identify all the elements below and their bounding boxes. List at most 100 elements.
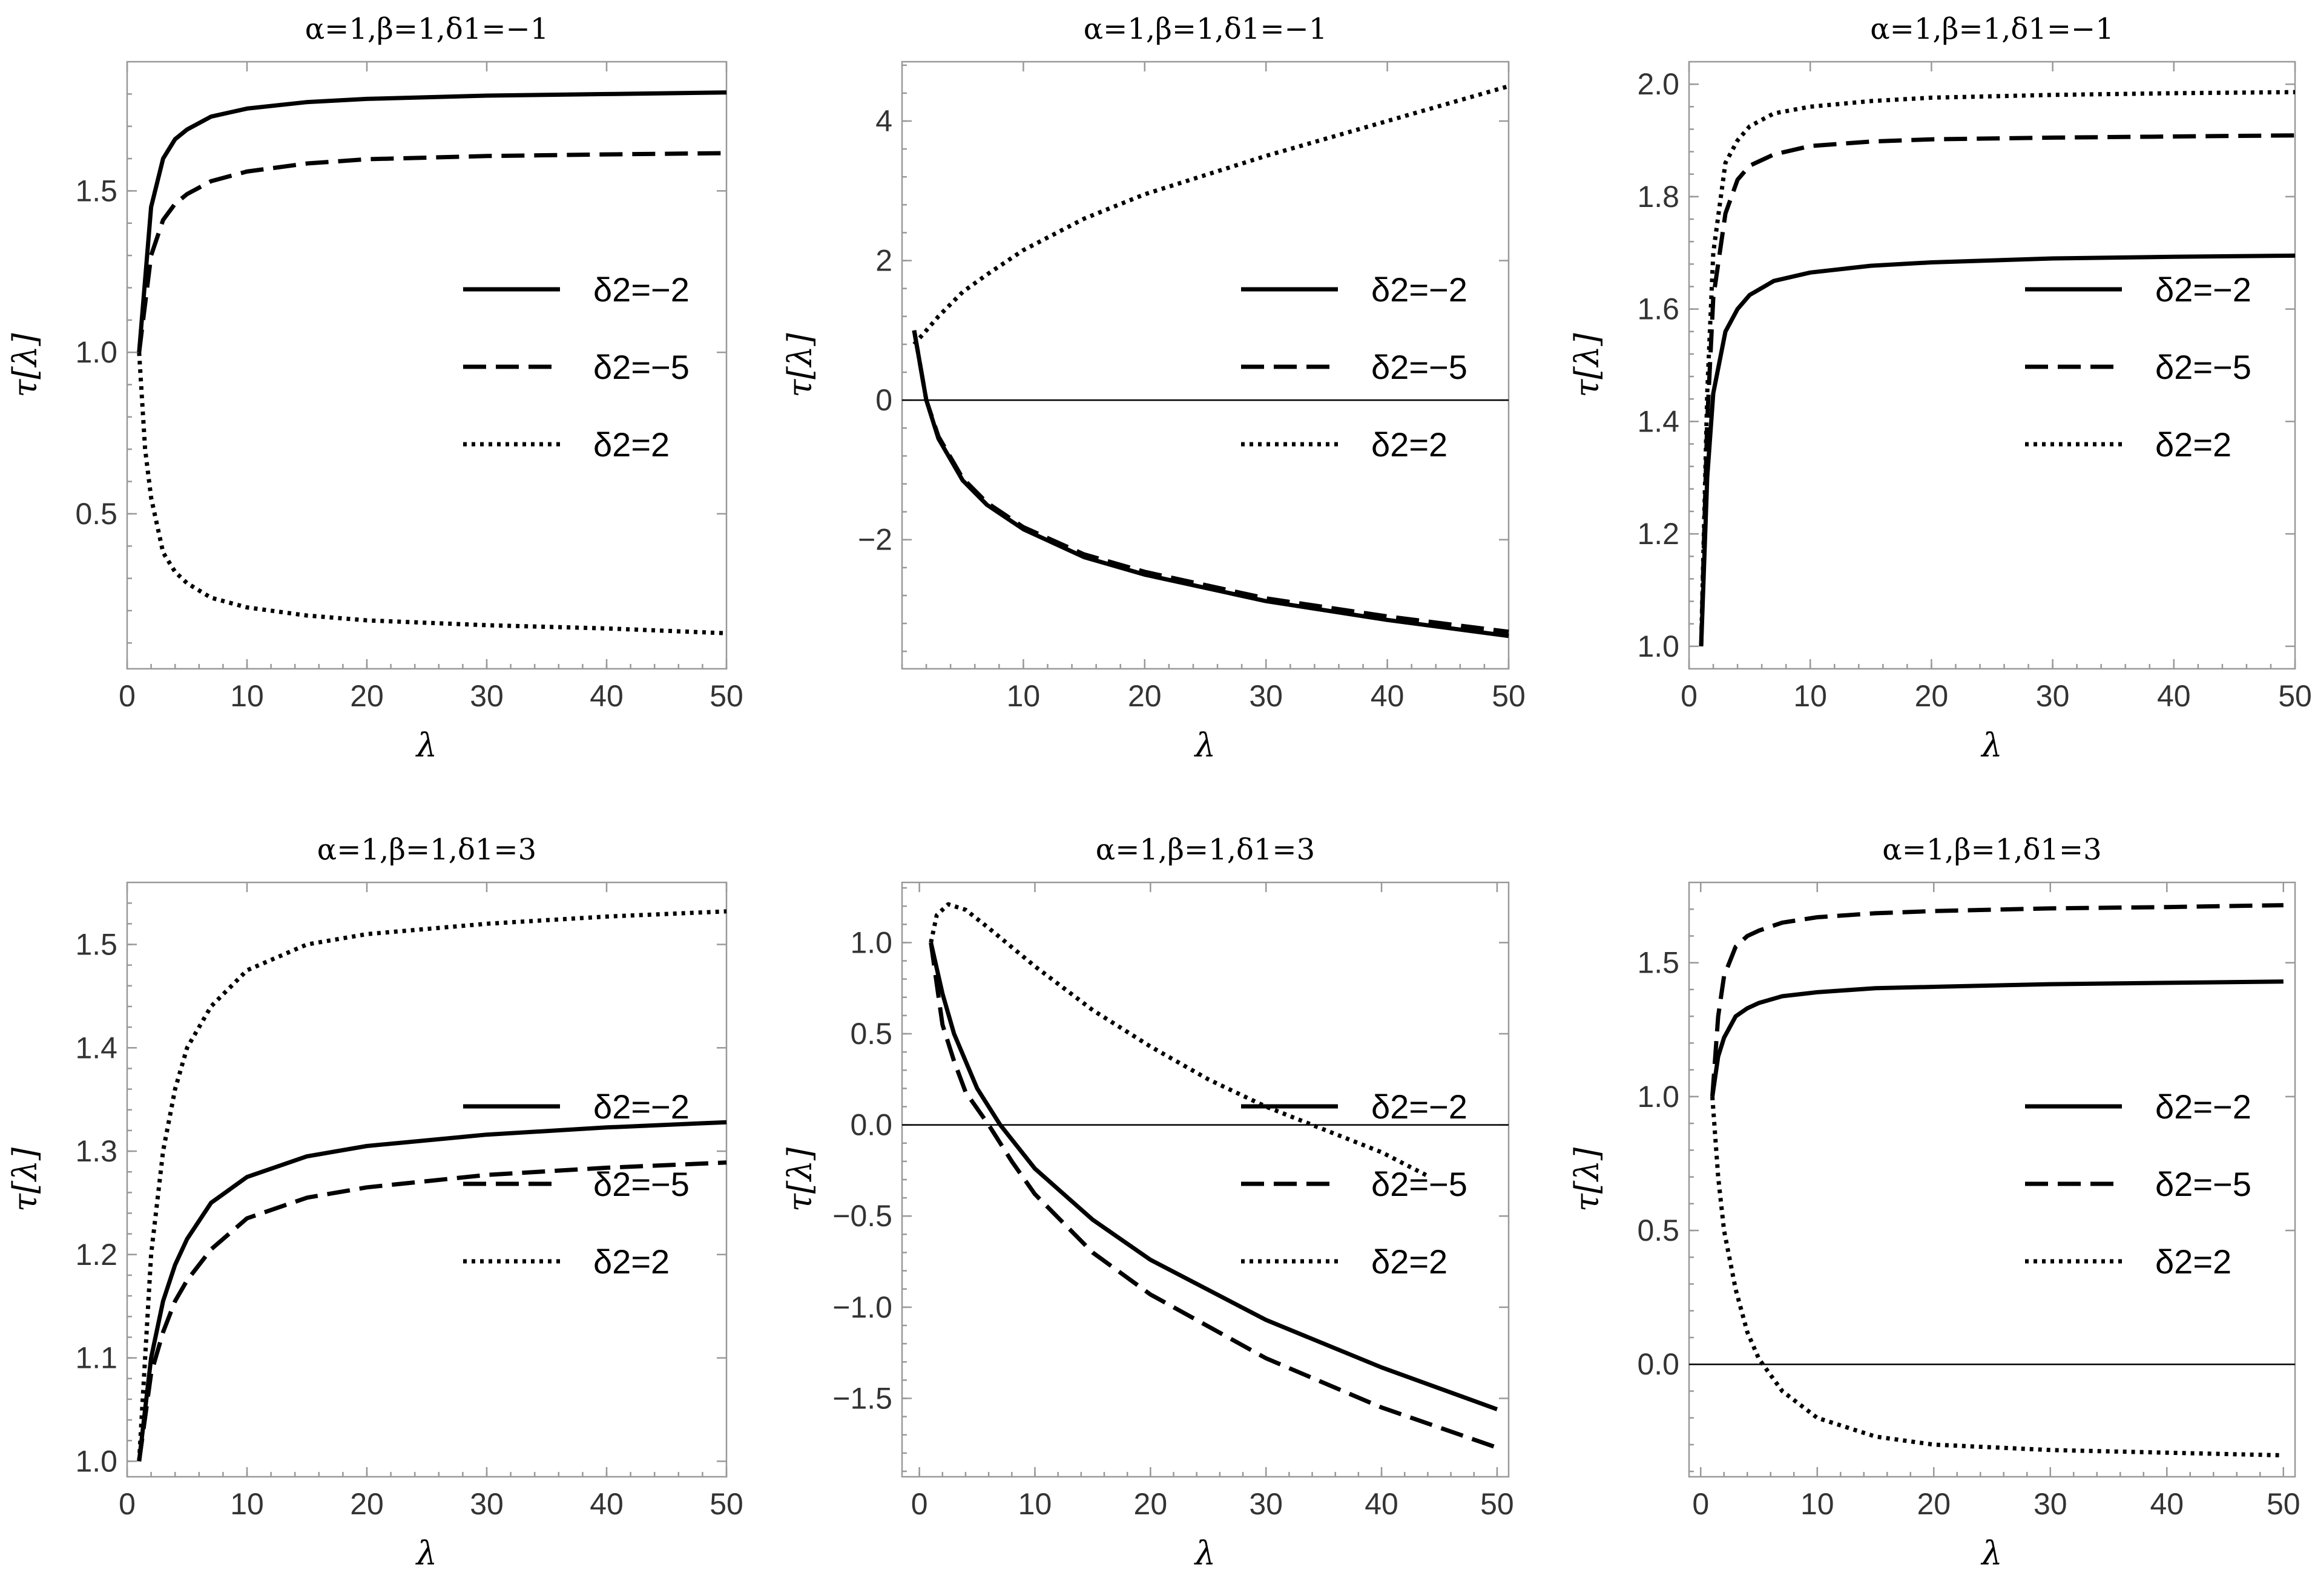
legend-label: δ2=−5 bbox=[2155, 1165, 2251, 1203]
x-tick-label: 10 bbox=[1800, 1487, 1834, 1521]
y-tick-label: 1.2 bbox=[75, 1238, 117, 1272]
x-tick-label: 30 bbox=[1249, 1487, 1283, 1521]
series-line-3 bbox=[137, 909, 727, 1462]
y-tick-label: −1.5 bbox=[832, 1381, 892, 1415]
x-tick-label: 40 bbox=[2150, 1487, 2184, 1521]
y-tick-label: 0.5 bbox=[1637, 1213, 1679, 1247]
y-tick-label: 1.1 bbox=[75, 1341, 117, 1375]
series-line-1 bbox=[929, 942, 1498, 1411]
plot-frame bbox=[126, 61, 728, 670]
legend-label: δ2=−5 bbox=[593, 1165, 690, 1203]
x-tick-label: 40 bbox=[1365, 1487, 1398, 1521]
y-tick-label: 1.5 bbox=[75, 927, 117, 961]
legend-label: δ2=−2 bbox=[593, 271, 690, 309]
x-tick-label: 30 bbox=[2036, 679, 2070, 713]
x-tick-label: 0 bbox=[911, 1487, 928, 1521]
y-tick-label: 1.6 bbox=[1637, 292, 1679, 326]
legend-label: δ2=2 bbox=[593, 1243, 670, 1281]
y-tick-label: 1.5 bbox=[75, 174, 117, 208]
x-tick-label: 20 bbox=[350, 1487, 384, 1521]
legend-label: δ2=−2 bbox=[2155, 271, 2251, 309]
x-tick-label: 10 bbox=[1793, 679, 1827, 713]
y-tick-label: 1.4 bbox=[75, 1031, 117, 1065]
chart-title: α=1,β=1,δ1=3 bbox=[1882, 833, 2101, 867]
y-tick-label: 2.0 bbox=[1637, 67, 1679, 101]
x-tick-label: 40 bbox=[590, 1487, 624, 1521]
series-line-2 bbox=[137, 1160, 727, 1462]
series-line-3 bbox=[912, 84, 1509, 346]
legend-label: δ2=−5 bbox=[1371, 348, 1467, 386]
legend-label: δ2=−2 bbox=[1371, 1088, 1467, 1126]
chart-panel-6: α=1,β=1,δ1=3 0 10 20 30 40 50 0.0 0.5 1.0 1.5 λ τ[λ]… bbox=[1568, 833, 2300, 1572]
legend-label: δ2=−2 bbox=[2155, 1088, 2251, 1126]
y-tick-label: 1.0 bbox=[1637, 629, 1679, 663]
y-tick-label: 1.3 bbox=[75, 1134, 117, 1168]
x-tick-label: 50 bbox=[2267, 1487, 2300, 1521]
series-line-1 bbox=[1710, 979, 2284, 1097]
legend-label: δ2=−2 bbox=[593, 1088, 690, 1126]
legend-label: δ2=−5 bbox=[593, 348, 690, 386]
x-axis-label: λ bbox=[415, 1534, 437, 1572]
series-line-3 bbox=[929, 902, 1429, 1178]
x-tick-label: 50 bbox=[1480, 1487, 1514, 1521]
x-tick-label: 30 bbox=[1249, 679, 1283, 713]
x-tick-label: 0 bbox=[119, 679, 136, 713]
series-line-1 bbox=[137, 1120, 727, 1462]
x-tick-label: 0 bbox=[1681, 679, 1698, 713]
chart-panel-4: α=1,β=1,δ1=3 0 10 20 30 40 50 1.0 1.1 1.2 1.3 1.4 1.… bbox=[6, 833, 743, 1572]
y-tick-label: 0.0 bbox=[1637, 1347, 1679, 1381]
plot-frame bbox=[901, 61, 1510, 670]
series-line-2 bbox=[137, 151, 727, 353]
y-tick-label: 1.0 bbox=[850, 925, 892, 959]
x-tick-label: 50 bbox=[710, 1487, 743, 1521]
y-tick-label: 0.5 bbox=[75, 497, 117, 531]
legend-label: δ2=2 bbox=[593, 425, 670, 464]
x-tick-label: 50 bbox=[710, 679, 743, 713]
x-tick-label: 10 bbox=[230, 679, 264, 713]
y-tick-label: 1.4 bbox=[1637, 404, 1679, 438]
y-tick-label: 0.0 bbox=[850, 1108, 892, 1142]
x-tick-label: 20 bbox=[1915, 679, 1949, 713]
x-tick-label: 50 bbox=[2278, 679, 2312, 713]
y-tick-label: 0 bbox=[875, 383, 892, 417]
y-tick-label: 1.0 bbox=[1637, 1080, 1679, 1114]
x-tick-label: 40 bbox=[2157, 679, 2191, 713]
y-tick-label: 1.0 bbox=[75, 1444, 117, 1478]
x-axis-label: λ bbox=[1980, 1534, 2002, 1572]
chart-title: α=1,β=1,δ1=−1 bbox=[305, 12, 549, 46]
y-tick-label: −2 bbox=[858, 523, 892, 557]
x-tick-label: 0 bbox=[119, 1487, 136, 1521]
y-axis-label: τ[λ] bbox=[781, 1147, 819, 1212]
plot-frame bbox=[126, 881, 728, 1478]
series-line-3 bbox=[1710, 1096, 2284, 1458]
legend-label: δ2=−2 bbox=[1371, 271, 1467, 309]
x-axis-label: λ bbox=[1194, 726, 1216, 764]
y-tick-label: −1.0 bbox=[832, 1290, 892, 1324]
x-tick-label: 20 bbox=[1134, 1487, 1168, 1521]
plot-frame bbox=[1688, 881, 2296, 1478]
y-tick-label: 1.5 bbox=[1637, 946, 1679, 980]
series-line-1 bbox=[1699, 253, 2296, 647]
series-line-2 bbox=[1699, 133, 2296, 646]
y-tick-label: −0.5 bbox=[832, 1199, 892, 1233]
y-axis-label: τ[λ] bbox=[6, 332, 44, 397]
y-axis-label: τ[λ] bbox=[1568, 1147, 1606, 1212]
series-line-2 bbox=[929, 942, 1498, 1450]
y-tick-label: 1.2 bbox=[1637, 517, 1679, 551]
legend-label: δ2=2 bbox=[2155, 1243, 2231, 1281]
series-line-2 bbox=[912, 330, 1509, 634]
plot-frame bbox=[1688, 61, 2296, 670]
legend-label: δ2=2 bbox=[1371, 425, 1447, 464]
y-axis-label: τ[λ] bbox=[1568, 332, 1606, 397]
chart-panel-2: α=1,β=1,δ1=−1 10 20 30 40 50 −2 0 2 4 λ τ[λ] δ2=−2 δ2… bbox=[781, 12, 1526, 764]
x-tick-label: 0 bbox=[1692, 1487, 1709, 1521]
y-tick-label: 0.5 bbox=[850, 1017, 892, 1051]
chart-panel-1: α=1,β=1,δ1=−1 0 10 20 30 40 50 0.5 1.0 1.5 λ τ[λ] δ2… bbox=[6, 12, 743, 764]
x-axis-label: λ bbox=[415, 726, 437, 764]
y-tick-label: 1.0 bbox=[75, 335, 117, 369]
series-line-2 bbox=[1710, 903, 2284, 1097]
x-tick-label: 30 bbox=[470, 1487, 504, 1521]
x-axis-label: λ bbox=[1980, 726, 2002, 764]
x-axis-label: λ bbox=[1194, 1534, 1216, 1572]
